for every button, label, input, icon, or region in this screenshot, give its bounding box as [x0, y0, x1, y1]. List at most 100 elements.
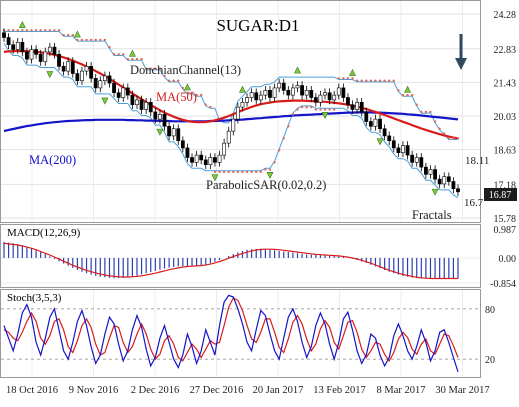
candle-body — [15, 42, 20, 50]
parabolic-sar-dot — [443, 132, 446, 135]
candle-body — [66, 61, 71, 72]
stoch-y-tick-label: 20 — [485, 355, 495, 366]
fractal-up-marker — [294, 66, 301, 74]
ma50-line — [3, 49, 459, 140]
candle-body — [57, 54, 61, 67]
parabolic-sar-dot — [190, 91, 194, 94]
parabolic-sar-dot — [71, 33, 74, 37]
candle-body — [61, 66, 66, 72]
candle-body — [107, 75, 112, 84]
parabolic-sar-dot — [11, 29, 15, 32]
fractal-down-marker — [156, 128, 164, 136]
parabolic-sar-dot — [378, 79, 382, 82]
candle-body — [20, 42, 25, 53]
candle-body — [222, 142, 227, 156]
stoch-y-tick-label: 80 — [485, 305, 495, 316]
parabolic-sar-dot — [420, 110, 423, 114]
down-arrow-icon — [455, 34, 467, 70]
parabolic-sar-dot — [112, 53, 116, 56]
candle-body — [391, 140, 396, 149]
parabolic-sar-dot — [369, 79, 373, 82]
parabolic-sar-dot — [355, 79, 359, 82]
parabolic-sar-dot — [167, 79, 171, 82]
parabolic-sar-dot — [48, 29, 52, 32]
fractal-down-marker — [376, 138, 384, 146]
candle-body — [2, 32, 6, 38]
parabolic-sar-dot — [236, 170, 240, 174]
parabolic-sar-dot — [181, 86, 185, 90]
parabolic-sar-dot — [131, 57, 134, 61]
parabolic-sar-dot — [227, 170, 230, 174]
candle-body — [323, 92, 327, 96]
candle-body — [245, 97, 249, 103]
x-tick-label: 27 Dec 2016 — [190, 385, 244, 396]
candle-body — [240, 102, 245, 108]
candle-body — [414, 157, 419, 163]
parabolic-sar-dot — [332, 108, 336, 111]
main-y-tick-label: 15.78 — [494, 214, 517, 225]
candle-body — [235, 106, 240, 120]
macd-label: MACD(12,26,9) — [7, 227, 81, 239]
macd-y-tick-label: 0.987 — [494, 225, 517, 236]
parabolic-sar-dot — [108, 45, 111, 49]
fractal-down-marker — [321, 112, 329, 119]
parabolic-sar-dot — [392, 79, 395, 82]
fractal-up-marker — [128, 49, 136, 57]
parabolic-sar-dot — [21, 29, 24, 32]
candle-body — [158, 114, 162, 120]
candle-body — [313, 97, 318, 103]
candle-body — [419, 157, 424, 168]
candle-body — [258, 94, 263, 101]
parabolic-sar-dot — [89, 38, 93, 42]
parabolic-sar-dot — [360, 79, 363, 82]
macd-panel-frame — [0, 224, 481, 288]
parabolic-sar-dot — [126, 57, 130, 61]
parabolic-sar-dot — [401, 93, 405, 97]
candle-body — [148, 102, 153, 113]
candle-body — [38, 54, 43, 62]
candle-body — [291, 87, 295, 96]
candle-body — [318, 94, 323, 103]
candle-body — [102, 75, 107, 82]
candle-body — [382, 128, 387, 137]
candle-body — [130, 94, 135, 106]
candle-body — [89, 66, 94, 79]
candle-body — [423, 166, 428, 175]
main-y-tick-label: 22.83 — [494, 45, 517, 56]
candle-body — [277, 82, 282, 89]
candle-body — [208, 157, 213, 166]
candle-body — [446, 176, 451, 182]
parabolic-sar-dot — [433, 120, 437, 123]
parabolic-sar-dot — [62, 33, 65, 37]
right-value-label-1: 18.11 — [465, 155, 489, 167]
parabolic-sar-dot — [273, 161, 276, 164]
parabolic-sar-dot — [452, 137, 455, 140]
candle-body — [249, 92, 254, 98]
parabolic-sar-dot — [195, 93, 198, 97]
candle-body — [176, 128, 181, 142]
candle-body — [304, 90, 309, 96]
candle-body — [428, 169, 433, 175]
parabolic-sar-dot — [34, 29, 38, 32]
candle-body — [268, 90, 272, 98]
x-tick-label: 9 Nov 2016 — [69, 385, 119, 396]
parabolic-sar-dot — [117, 53, 120, 56]
parabolic-sar-dot — [438, 127, 441, 130]
chart-title: SUGAR:D1 — [216, 16, 299, 35]
candle-body — [98, 80, 103, 89]
parabolic-sar-dot — [250, 170, 253, 174]
parabolic-sar-dot — [67, 33, 70, 37]
main-panel-frame — [0, 0, 481, 223]
candle-body — [116, 92, 121, 98]
parabolic-sar-dot — [103, 38, 107, 42]
parabolic-sar-dot — [154, 67, 157, 70]
stoch-k-line — [3, 294, 459, 372]
donchian-upper-line — [4, 31, 458, 140]
candle-body — [112, 82, 116, 94]
parabolic-sar-dot — [149, 67, 152, 70]
candle-body — [167, 126, 171, 137]
fractals-label: Fractals — [412, 208, 452, 222]
candle-body — [451, 181, 456, 190]
parabolic-sar-dot — [172, 79, 175, 82]
